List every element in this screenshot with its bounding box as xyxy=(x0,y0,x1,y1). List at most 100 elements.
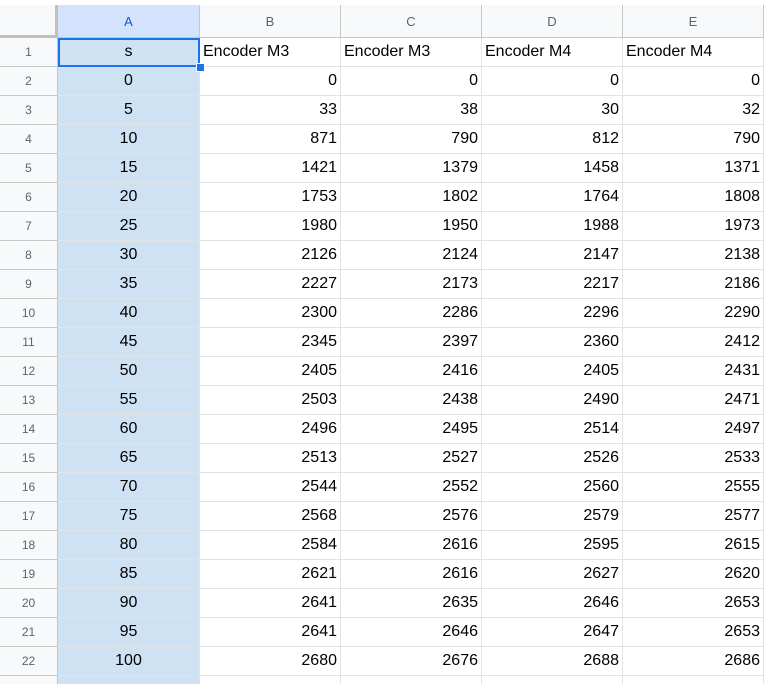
cell-a5[interactable]: 15 xyxy=(58,154,200,183)
cell-c15[interactable]: 2527 xyxy=(341,444,482,473)
row-header-8[interactable]: 8 xyxy=(0,241,58,270)
column-header-c[interactable]: C xyxy=(341,5,482,38)
cell-e7[interactable]: 1973 xyxy=(623,212,764,241)
cell-c22[interactable]: 2676 xyxy=(341,647,482,676)
cell-e9[interactable]: 2186 xyxy=(623,270,764,299)
row-header-2[interactable]: 2 xyxy=(0,67,58,96)
cell-c4[interactable]: 790 xyxy=(341,125,482,154)
cell-b7[interactable]: 1980 xyxy=(200,212,341,241)
cell-b11[interactable]: 2345 xyxy=(200,328,341,357)
row-header-partial[interactable] xyxy=(0,676,58,684)
column-header-b[interactable]: B xyxy=(200,5,341,38)
cell-b3[interactable]: 33 xyxy=(200,96,341,125)
cell-d19[interactable]: 2627 xyxy=(482,560,623,589)
column-header-d[interactable]: D xyxy=(482,5,623,38)
cell-e22[interactable]: 2686 xyxy=(623,647,764,676)
cell-d3[interactable]: 30 xyxy=(482,96,623,125)
cell-c12[interactable]: 2416 xyxy=(341,357,482,386)
cell-a1[interactable]: s xyxy=(58,38,200,67)
row-header-4[interactable]: 4 xyxy=(0,125,58,154)
cell-d1[interactable]: Encoder M4 xyxy=(482,38,623,67)
cell-b5[interactable]: 1421 xyxy=(200,154,341,183)
row-header-22[interactable]: 22 xyxy=(0,647,58,676)
row-header-6[interactable]: 6 xyxy=(0,183,58,212)
cell-a10[interactable]: 40 xyxy=(58,299,200,328)
cell-a14[interactable]: 60 xyxy=(58,415,200,444)
cell-e18[interactable]: 2615 xyxy=(623,531,764,560)
cell-d8[interactable]: 2147 xyxy=(482,241,623,270)
cell-d17[interactable]: 2579 xyxy=(482,502,623,531)
cell-e11[interactable]: 2412 xyxy=(623,328,764,357)
cell-e21[interactable]: 2653 xyxy=(623,618,764,647)
cell-d22[interactable]: 2688 xyxy=(482,647,623,676)
row-header-5[interactable]: 5 xyxy=(0,154,58,183)
cell-e15[interactable]: 2533 xyxy=(623,444,764,473)
cell-c20[interactable]: 2635 xyxy=(341,589,482,618)
cell-e8[interactable]: 2138 xyxy=(623,241,764,270)
cell-a9[interactable]: 35 xyxy=(58,270,200,299)
cell-d10[interactable]: 2296 xyxy=(482,299,623,328)
cell-e4[interactable]: 790 xyxy=(623,125,764,154)
cell-a2[interactable]: 0 xyxy=(58,67,200,96)
cell-partial[interactable] xyxy=(482,676,623,684)
cell-b4[interactable]: 871 xyxy=(200,125,341,154)
cell-a22[interactable]: 100 xyxy=(58,647,200,676)
cell-c17[interactable]: 2576 xyxy=(341,502,482,531)
cell-b20[interactable]: 2641 xyxy=(200,589,341,618)
cell-b17[interactable]: 2568 xyxy=(200,502,341,531)
cell-c3[interactable]: 38 xyxy=(341,96,482,125)
cell-d20[interactable]: 2646 xyxy=(482,589,623,618)
cell-d7[interactable]: 1988 xyxy=(482,212,623,241)
cell-c8[interactable]: 2124 xyxy=(341,241,482,270)
cell-b22[interactable]: 2680 xyxy=(200,647,341,676)
cell-b14[interactable]: 2496 xyxy=(200,415,341,444)
cell-e5[interactable]: 1371 xyxy=(623,154,764,183)
cell-e13[interactable]: 2471 xyxy=(623,386,764,415)
cell-a7[interactable]: 25 xyxy=(58,212,200,241)
cell-d21[interactable]: 2647 xyxy=(482,618,623,647)
cell-c6[interactable]: 1802 xyxy=(341,183,482,212)
cell-e16[interactable]: 2555 xyxy=(623,473,764,502)
cell-d2[interactable]: 0 xyxy=(482,67,623,96)
cell-a4[interactable]: 10 xyxy=(58,125,200,154)
cell-b8[interactable]: 2126 xyxy=(200,241,341,270)
cell-a11[interactable]: 45 xyxy=(58,328,200,357)
cell-e3[interactable]: 32 xyxy=(623,96,764,125)
cell-a6[interactable]: 20 xyxy=(58,183,200,212)
fill-handle[interactable] xyxy=(196,63,205,72)
cell-d6[interactable]: 1764 xyxy=(482,183,623,212)
row-header-14[interactable]: 14 xyxy=(0,415,58,444)
cell-a13[interactable]: 55 xyxy=(58,386,200,415)
row-header-20[interactable]: 20 xyxy=(0,589,58,618)
cell-d12[interactable]: 2405 xyxy=(482,357,623,386)
cell-b16[interactable]: 2544 xyxy=(200,473,341,502)
cell-c14[interactable]: 2495 xyxy=(341,415,482,444)
cell-a20[interactable]: 90 xyxy=(58,589,200,618)
cell-c9[interactable]: 2173 xyxy=(341,270,482,299)
cell-c21[interactable]: 2646 xyxy=(341,618,482,647)
row-header-13[interactable]: 13 xyxy=(0,386,58,415)
row-header-1[interactable]: 1 xyxy=(0,38,58,67)
cell-b12[interactable]: 2405 xyxy=(200,357,341,386)
cell-b6[interactable]: 1753 xyxy=(200,183,341,212)
row-header-12[interactable]: 12 xyxy=(0,357,58,386)
cell-c13[interactable]: 2438 xyxy=(341,386,482,415)
cell-a8[interactable]: 30 xyxy=(58,241,200,270)
row-header-21[interactable]: 21 xyxy=(0,618,58,647)
cell-d16[interactable]: 2560 xyxy=(482,473,623,502)
cell-d13[interactable]: 2490 xyxy=(482,386,623,415)
cell-partial[interactable] xyxy=(200,676,341,684)
cell-a18[interactable]: 80 xyxy=(58,531,200,560)
cell-c7[interactable]: 1950 xyxy=(341,212,482,241)
cell-b19[interactable]: 2621 xyxy=(200,560,341,589)
cell-a3[interactable]: 5 xyxy=(58,96,200,125)
row-header-18[interactable]: 18 xyxy=(0,531,58,560)
cell-c11[interactable]: 2397 xyxy=(341,328,482,357)
row-header-15[interactable]: 15 xyxy=(0,444,58,473)
cell-c19[interactable]: 2616 xyxy=(341,560,482,589)
cell-a17[interactable]: 75 xyxy=(58,502,200,531)
cell-c18[interactable]: 2616 xyxy=(341,531,482,560)
cell-d18[interactable]: 2595 xyxy=(482,531,623,560)
row-header-10[interactable]: 10 xyxy=(0,299,58,328)
cell-partial[interactable] xyxy=(623,676,764,684)
